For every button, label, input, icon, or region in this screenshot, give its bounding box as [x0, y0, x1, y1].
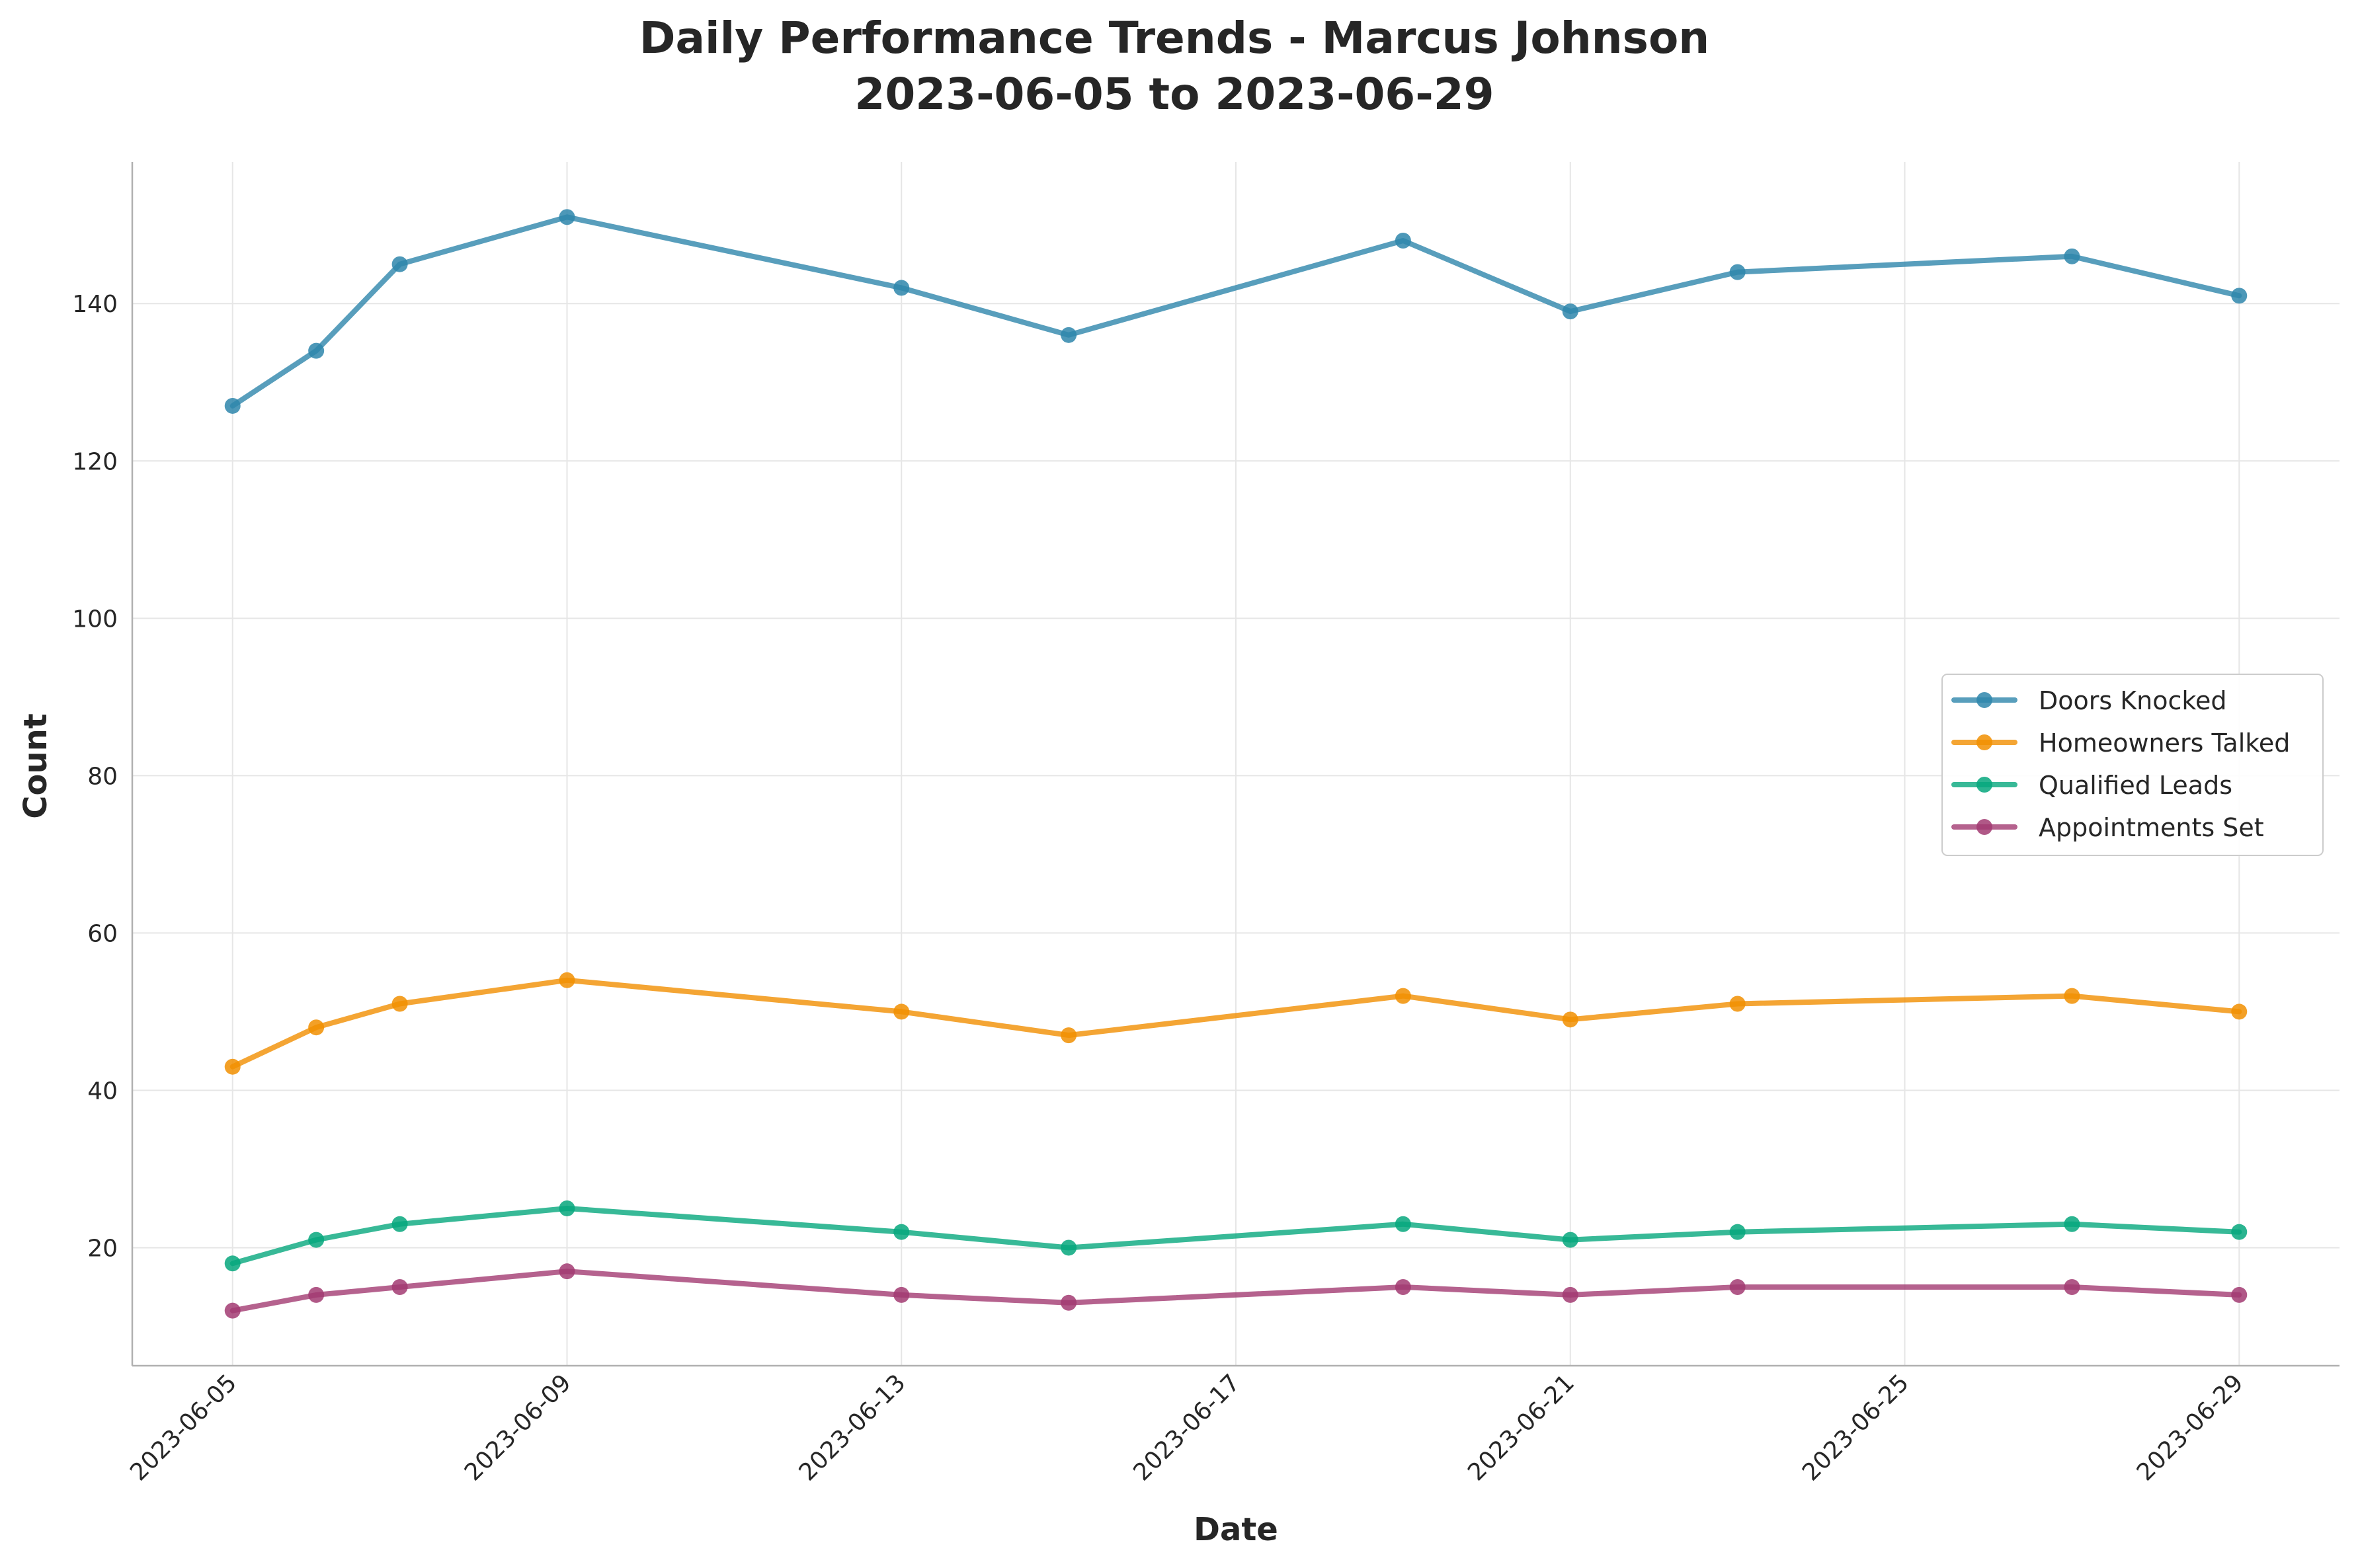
data-point: [1729, 996, 1746, 1012]
legend-entry: Doors Knocked: [1951, 686, 2227, 715]
data-point: [2064, 1216, 2080, 1232]
data-point: [1061, 1027, 1077, 1044]
data-point: [893, 1224, 910, 1240]
data-point: [1061, 327, 1077, 343]
series-lines: [224, 209, 2248, 1319]
data-point: [1729, 1224, 1746, 1240]
data-point: [1395, 988, 1411, 1004]
data-point: [1562, 1232, 1578, 1248]
data-point: [224, 1255, 241, 1272]
series-0: [224, 209, 2248, 414]
series-1: [224, 972, 2248, 1075]
legend-box: [1941, 674, 2324, 856]
data-point: [308, 1232, 325, 1248]
y-tick-label: 80: [87, 763, 118, 790]
data-point: [893, 1003, 910, 1020]
data-point: [224, 1302, 241, 1319]
y-tick-label: 120: [72, 448, 118, 475]
legend-swatch-marker: [1976, 692, 1992, 708]
series-3: [224, 1263, 2248, 1319]
legend-swatch-marker: [1976, 777, 1992, 793]
data-point: [559, 1200, 575, 1216]
data-point: [1061, 1239, 1077, 1256]
data-point: [1395, 233, 1411, 249]
data-point: [1562, 1011, 1578, 1028]
chart-title: Daily Performance Trends - Marcus Johnso…: [639, 13, 1710, 63]
data-point: [224, 397, 241, 414]
data-point: [893, 280, 910, 296]
data-point: [391, 1278, 408, 1295]
legend-entry: Qualified Leads: [1951, 771, 2232, 800]
data-point: [308, 1286, 325, 1303]
data-point: [2064, 988, 2080, 1004]
series-2: [224, 1200, 2248, 1272]
legend-swatch-marker: [1976, 734, 1992, 750]
y-tick-label: 20: [87, 1235, 118, 1262]
data-point: [391, 1216, 408, 1232]
data-point: [391, 996, 408, 1012]
data-point: [2231, 288, 2248, 304]
legend-entry: Appointments Set: [1951, 813, 2264, 842]
data-point: [1729, 264, 1746, 280]
data-point: [2064, 1278, 2080, 1295]
data-point: [893, 1286, 910, 1303]
legend-swatch-marker: [1976, 819, 1992, 835]
legend: Doors Knocked Homeowners Talked Qualified …: [1941, 674, 2324, 856]
chart-subtitle: 2023-06-05 to 2023-06-29: [854, 69, 1494, 120]
data-point: [2231, 1224, 2248, 1240]
data-point: [391, 256, 408, 272]
y-tick-label: 100: [72, 606, 118, 633]
y-axis-label: Count: [17, 713, 54, 819]
x-axis-label: Date: [1194, 1511, 1278, 1548]
data-point: [559, 209, 575, 225]
legend-label: Appointments Set: [2039, 813, 2264, 842]
data-point: [308, 342, 325, 359]
data-point: [224, 1058, 241, 1075]
y-tick-label: 40: [87, 1078, 118, 1105]
legend-label: Homeowners Talked: [2039, 728, 2290, 758]
data-point: [1395, 1216, 1411, 1232]
data-point: [1729, 1278, 1746, 1295]
data-point: [559, 972, 575, 988]
data-point: [1562, 1286, 1578, 1303]
data-point: [1562, 303, 1578, 320]
legend-entry: Homeowners Talked: [1951, 728, 2290, 758]
data-point: [2231, 1003, 2248, 1020]
data-point: [1395, 1278, 1411, 1295]
data-point: [2064, 248, 2080, 264]
data-point: [1061, 1294, 1077, 1311]
legend-label: Doors Knocked: [2039, 686, 2227, 715]
y-tick-label: 60: [87, 920, 118, 947]
data-point: [559, 1263, 575, 1280]
legend-label: Qualified Leads: [2039, 771, 2232, 800]
data-point: [2231, 1286, 2248, 1303]
data-point: [308, 1019, 325, 1036]
y-tick-label: 140: [72, 291, 118, 318]
axes: [131, 162, 2340, 1367]
